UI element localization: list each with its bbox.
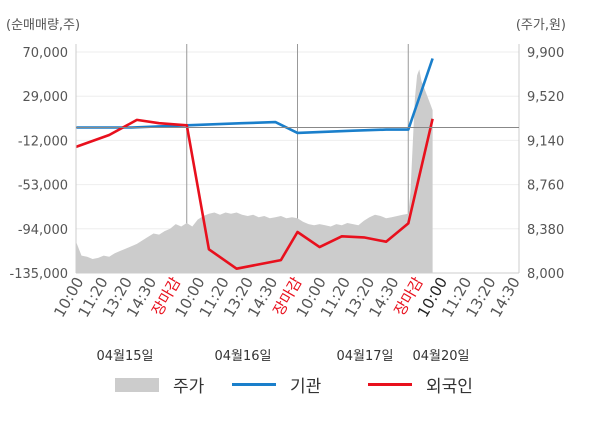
chart-axes bbox=[75, 44, 520, 274]
right-tick-label: 8,000 bbox=[527, 267, 564, 282]
legend-item-price: 주가 bbox=[115, 372, 204, 397]
legend-label-price: 주가 bbox=[173, 377, 205, 397]
legend-label-institution: 기관 bbox=[290, 377, 322, 397]
left-tick-label: 29,000 bbox=[23, 90, 69, 105]
x-axis-ticks: 10:0011:2013:2014:30장마감10:0011:2013:2014… bbox=[50, 274, 524, 321]
date-label: 04월20일 bbox=[412, 349, 469, 364]
date-label: 04월16일 bbox=[214, 349, 271, 364]
legend-label-foreign: 외국인 bbox=[426, 377, 473, 397]
left-tick-label: 70,000 bbox=[23, 46, 69, 61]
legend: 주가 기관 외국인 bbox=[0, 372, 600, 402]
right-axis-ticks: 9,900 9,520 9,140 8,760 8,380 8,000 bbox=[527, 46, 564, 282]
right-axis-title: (주가,원) bbox=[516, 18, 566, 33]
date-label: 04월17일 bbox=[336, 349, 393, 364]
left-tick-label: -94,000 bbox=[18, 223, 68, 238]
price-area-layer bbox=[76, 69, 433, 274]
price-area bbox=[76, 69, 433, 274]
legend-item-institution: 기관 bbox=[232, 372, 321, 397]
right-tick-label: 8,380 bbox=[527, 223, 564, 238]
right-tick-label: 9,900 bbox=[527, 46, 564, 61]
legend-swatch-institution bbox=[232, 383, 276, 386]
legend-swatch-foreign bbox=[368, 383, 412, 386]
left-tick-label: -135,000 bbox=[10, 267, 68, 282]
left-axis-title: (순매매량,주) bbox=[6, 18, 80, 33]
foreign-line bbox=[75, 118, 434, 270]
date-label: 04월15일 bbox=[96, 349, 153, 364]
right-tick-label: 9,520 bbox=[527, 90, 564, 105]
legend-item-foreign: 외국인 bbox=[368, 372, 473, 397]
left-tick-label: -12,000 bbox=[18, 134, 68, 149]
left-tick-label: -53,000 bbox=[18, 179, 68, 194]
legend-swatch-price bbox=[115, 377, 159, 392]
right-tick-label: 9,140 bbox=[527, 134, 564, 149]
date-labels: 04월15일 04월16일 04월17일 04월20일 bbox=[96, 349, 469, 364]
right-tick-label: 8,760 bbox=[527, 179, 564, 194]
left-axis-ticks: 70,000 29,000 -12,000 -53,000 -94,000 -135,00… bbox=[10, 46, 68, 282]
